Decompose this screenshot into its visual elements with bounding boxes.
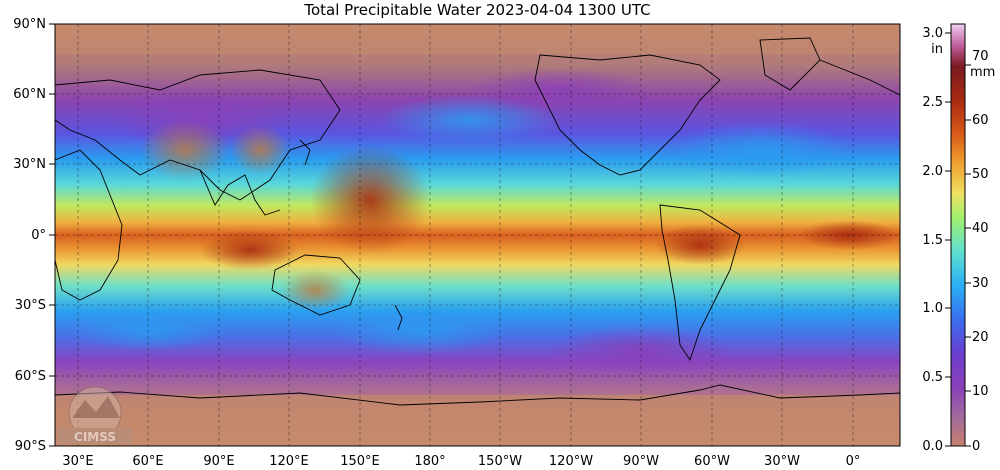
cb-in-tick: 2.0 bbox=[922, 164, 943, 179]
cb-in-tick: 1.0 bbox=[922, 301, 943, 316]
lon-label: 60°W bbox=[694, 454, 730, 469]
lat-label: 30°S bbox=[15, 298, 46, 313]
lat-label: 60°N bbox=[13, 87, 46, 102]
lat-label: 60°S bbox=[15, 369, 46, 384]
lon-label: 30°E bbox=[62, 454, 93, 469]
lon-label: 150°E bbox=[340, 454, 380, 469]
cimss-logo-text: CIMSS bbox=[74, 430, 116, 444]
lon-label: 150°W bbox=[478, 454, 522, 469]
cb-mm-tick: 30 bbox=[972, 276, 989, 291]
lat-label: 90°S bbox=[15, 439, 46, 454]
lon-label: 180° bbox=[414, 454, 445, 469]
lat-label: 0° bbox=[31, 228, 46, 243]
lat-label: 30°N bbox=[13, 157, 46, 172]
cb-unit-in: in bbox=[931, 42, 943, 57]
lon-label: 120°E bbox=[269, 454, 309, 469]
lon-label: 0° bbox=[846, 454, 861, 469]
graticule bbox=[55, 24, 900, 446]
cb-mm-tick: 10 bbox=[972, 384, 989, 399]
cb-in-tick: 2.5 bbox=[922, 95, 943, 110]
cb-in-tick: 0.5 bbox=[922, 370, 943, 385]
lon-label: 90°E bbox=[203, 454, 234, 469]
cb-in-tick: 0.0 bbox=[922, 439, 943, 454]
colorbar: 0.0 0.5 1.0 1.5 2.0 2.5 3.0 in 0 10 20 3… bbox=[922, 23, 995, 454]
cb-mm-tick: 60 bbox=[972, 113, 989, 128]
cb-mm-tick: 50 bbox=[972, 167, 989, 182]
lon-label: 90°W bbox=[623, 454, 659, 469]
cimss-logo: CIMSS bbox=[58, 386, 132, 444]
cb-mm-tick: 0 bbox=[972, 439, 980, 454]
coastlines bbox=[55, 37, 900, 406]
lon-label: 30°W bbox=[764, 454, 800, 469]
cb-in-tick: 3.0 bbox=[922, 26, 943, 41]
lon-label: 120°W bbox=[549, 454, 593, 469]
lat-label: 90°N bbox=[13, 17, 46, 32]
cb-mm-tick: 70 bbox=[972, 49, 989, 64]
cb-in-tick: 1.5 bbox=[922, 233, 943, 248]
lon-label: 60°E bbox=[132, 454, 163, 469]
cb-mm-tick: 20 bbox=[972, 330, 989, 345]
map-title: Total Precipitable Water 2023-04-04 1300… bbox=[304, 1, 651, 19]
longitude-labels: 30°E 60°E 90°E 120°E 150°E 180° 150°W 12… bbox=[62, 454, 860, 469]
cb-mm-tick: 40 bbox=[972, 221, 989, 236]
latitude-labels: 90°N 60°N 30°N 0° 30°S 60°S 90°S bbox=[13, 17, 46, 454]
cb-unit-mm: mm bbox=[970, 65, 995, 80]
